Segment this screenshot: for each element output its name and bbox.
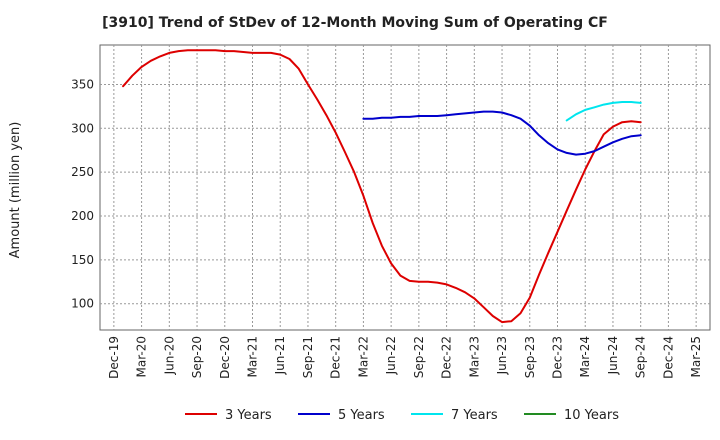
y-tick-label: 250 [71,165,94,179]
y-axis-label: Amount (million yen) [8,122,23,259]
series-lines [122,49,642,324]
x-tick-label: Sep-23 [523,336,537,378]
y-tick-label: 350 [71,77,94,91]
axis-ticks: 100 150 200 250 300 350 Dec-19 Mar-20 Jun-20 Sep-… [71,77,703,378]
x-tick-label: Sep-24 [634,336,648,378]
x-tick-label: Dec-20 [218,336,232,379]
series-line-3-years [122,49,642,324]
legend-label: 3 Years [225,408,272,423]
x-tick-label: Jun-23 [495,336,509,375]
y-tick-label: 100 [71,297,94,311]
x-tick-label: Jun-22 [384,336,398,375]
chart-title: [3910] Trend of StDev of 12-Month Moving… [102,15,608,31]
x-tick-label: Mar-20 [135,336,149,377]
x-tick-label: Jun-24 [606,336,620,375]
x-tick-label: Sep-20 [190,336,204,378]
x-tick-label: Dec-21 [329,336,343,379]
y-tick-label: 200 [71,209,94,223]
x-tick-label: Dec-23 [551,336,565,379]
x-tick-label: Mar-24 [578,336,592,377]
legend-label: 7 Years [451,408,498,423]
y-tick-label: 150 [71,253,94,267]
legend-label: 5 Years [338,408,385,423]
x-tick-label: Mar-22 [356,336,370,377]
x-tick-label: Mar-25 [689,336,703,377]
x-tick-label: Dec-22 [440,336,454,379]
y-tick-label: 300 [71,121,94,135]
x-tick-label: Dec-19 [107,336,121,379]
x-tick-label: Sep-22 [412,336,426,378]
plot-area [99,44,711,331]
legend-label: 10 Years [564,408,619,423]
x-tick-label: Sep-21 [301,336,315,378]
x-tick-label: Mar-23 [467,336,481,377]
x-tick-label: Jun-21 [273,336,287,375]
x-tick-label: Mar-21 [246,336,260,377]
x-tick-label: Dec-24 [661,336,675,379]
x-tick-label: Jun-20 [162,336,176,375]
series-line-5-years [362,110,642,156]
legend: 3 Years 5 Years 7 Years 10 Years [185,408,619,423]
series-line-7-years [565,101,642,122]
